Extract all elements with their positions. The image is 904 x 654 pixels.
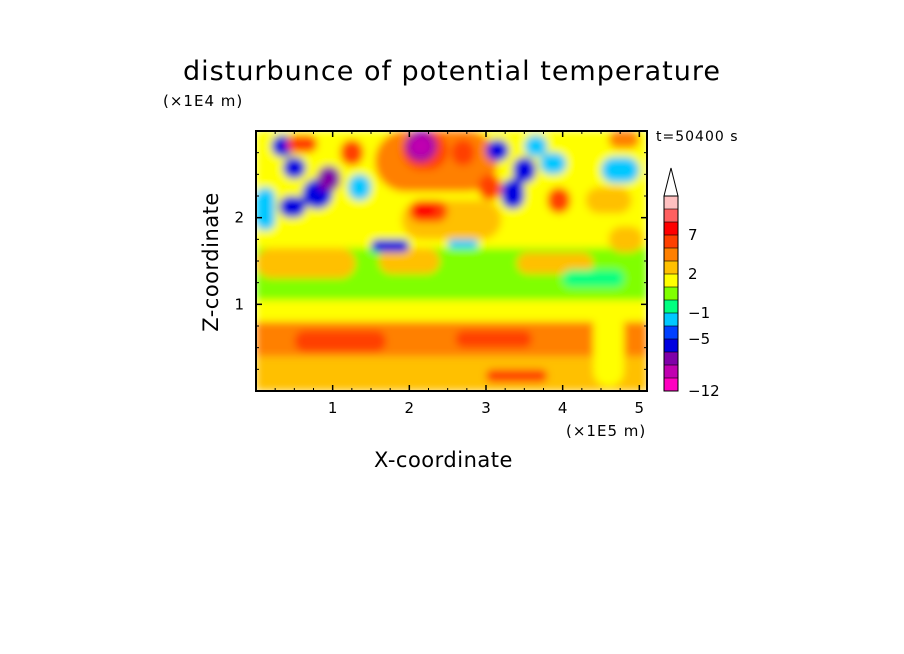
field-patch [447, 239, 479, 248]
colorbar-swatch [664, 365, 678, 378]
field-patch [501, 178, 525, 209]
colorbar-swatch [664, 378, 678, 391]
field-patch [512, 157, 536, 183]
field-patch [593, 304, 624, 387]
field-patch [516, 252, 594, 274]
field-patch [486, 139, 509, 162]
colorbar: −12−5−127 [663, 167, 720, 400]
field-patch [371, 239, 410, 253]
colorbar-swatch [664, 235, 678, 248]
field-patch [256, 187, 276, 231]
field-patch [279, 196, 306, 218]
field-patch [317, 165, 341, 192]
colorbar-swatch [664, 339, 678, 352]
colorbar-label: −5 [688, 330, 710, 348]
field-patch [294, 330, 387, 352]
field-patch [486, 369, 548, 383]
field-patch [286, 135, 318, 153]
colorbar-swatch [664, 261, 678, 274]
colorbar-label: −1 [688, 304, 710, 322]
colorbar-swatch [664, 300, 678, 313]
field-patch [547, 187, 571, 214]
field-patch [478, 174, 502, 201]
colorbar-swatch [664, 313, 678, 326]
field-patch [608, 226, 644, 253]
temperature-field [256, 131, 647, 391]
x-axis-label: X-coordinate [374, 448, 513, 472]
field-patch [601, 157, 640, 183]
field-patch [256, 356, 647, 391]
y-tick-label: 1 [234, 295, 244, 313]
field-patch [256, 300, 647, 322]
x-tick-label: 4 [558, 399, 568, 417]
x-tick-label: 2 [405, 399, 415, 417]
field-patch [562, 269, 624, 287]
colorbar-swatch [664, 326, 678, 339]
field-patch [585, 187, 632, 214]
colorbar-swatch [664, 287, 678, 300]
x-tick-label: 5 [635, 399, 645, 417]
time-label: t=50400 s [656, 129, 739, 145]
y-axis-ticks: 12 [234, 152, 647, 370]
field-patch [348, 174, 371, 201]
colorbar-label: 7 [688, 226, 698, 244]
x-axis-ticks: 1 2 3 4 5 [274, 131, 645, 417]
field-patch [451, 139, 475, 166]
field-patch [524, 135, 548, 157]
field-patch [413, 202, 437, 218]
colorbar-swatch [664, 196, 678, 209]
colorbar-swatch [664, 274, 678, 287]
field-patch [539, 152, 567, 175]
x-axis-unit: (×1E5 m) [566, 422, 647, 440]
field-patch [256, 248, 356, 279]
colorbar-swatch [664, 222, 678, 235]
field-patch [455, 330, 532, 348]
colorbar-swatch [664, 248, 678, 261]
colorbar-swatch [664, 209, 678, 222]
colorbar-extend-arrow [663, 167, 679, 197]
field-patch [340, 139, 364, 166]
y-tick-label: 2 [234, 209, 244, 227]
colorbar-label: −12 [688, 382, 720, 400]
chart-title: disturbunce of potential temperature [183, 56, 721, 87]
x-tick-label: 3 [481, 399, 491, 417]
x-tick-label: 1 [328, 399, 338, 417]
field-patch [378, 248, 440, 274]
field-patch [409, 135, 433, 157]
colorbar-label: 2 [688, 265, 698, 283]
z-axis-unit: (×1E4 m) [163, 92, 244, 110]
field-patch [608, 131, 640, 149]
colorbar-swatch [664, 352, 678, 365]
field-patch [282, 157, 306, 179]
